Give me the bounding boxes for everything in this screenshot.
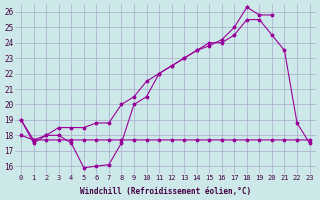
X-axis label: Windchill (Refroidissement éolien,°C): Windchill (Refroidissement éolien,°C)	[80, 187, 251, 196]
